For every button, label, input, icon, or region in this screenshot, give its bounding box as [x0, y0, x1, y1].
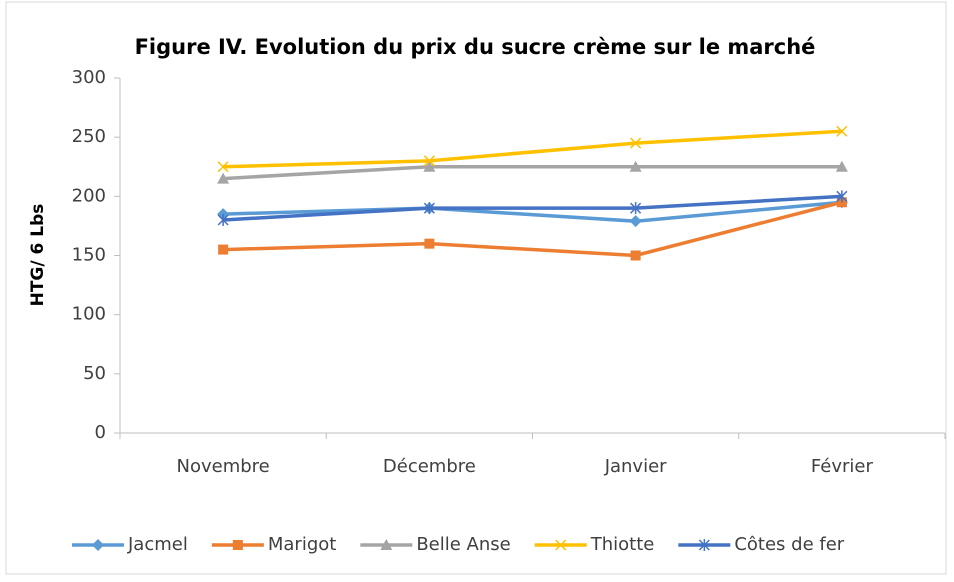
y-tick-label: 50: [83, 363, 106, 384]
chart-frame: [5, 1, 947, 575]
legend-label: Thiotte: [590, 534, 655, 555]
marker: [218, 244, 229, 255]
marker: [630, 137, 642, 149]
x-tick-label: Décembre: [383, 456, 476, 477]
marker: [217, 172, 230, 184]
marker: [630, 250, 641, 261]
marker: [836, 125, 848, 137]
legend-marker: [698, 539, 710, 551]
marker: [629, 215, 642, 228]
legend-marker: [232, 540, 243, 550]
series-line: [223, 194, 842, 222]
x-tick-label: Février: [811, 456, 874, 477]
chart-title: Figure IV. Evolution du prix du sucre cr…: [135, 35, 816, 59]
marker: [423, 155, 435, 167]
marker: [835, 160, 848, 172]
series-line: [223, 129, 842, 169]
marker: [836, 190, 848, 203]
y-tick-label: 100: [72, 304, 106, 325]
y-tick-label: 250: [72, 126, 106, 147]
series-line: [223, 200, 843, 258]
marker: [629, 160, 642, 172]
y-tick-label: 300: [72, 67, 106, 88]
x-tick-label: Novembre: [177, 456, 270, 477]
legend-marker: [555, 539, 567, 551]
marker: [423, 160, 436, 172]
marker: [423, 202, 435, 215]
y-tick-label: 0: [95, 422, 106, 443]
marker: [217, 214, 229, 226]
legend-label: Marigot: [268, 534, 336, 555]
legend-label: Jacmel: [127, 534, 188, 555]
legend-label: Belle Anse: [416, 534, 510, 555]
y-axis-label: HTG/ 6 Lbs: [28, 204, 48, 307]
marker: [630, 202, 642, 215]
legend-label: Côtes de fer: [734, 534, 844, 555]
marker: [217, 161, 229, 173]
y-tick-label: 150: [72, 245, 106, 266]
series-line: [223, 165, 842, 181]
x-tick-label: Janvier: [604, 456, 667, 477]
marker: [424, 238, 435, 249]
series-line: [223, 200, 843, 223]
y-tick-label: 200: [72, 185, 106, 206]
legend-marker: [380, 539, 393, 550]
legend-marker: [92, 539, 104, 551]
